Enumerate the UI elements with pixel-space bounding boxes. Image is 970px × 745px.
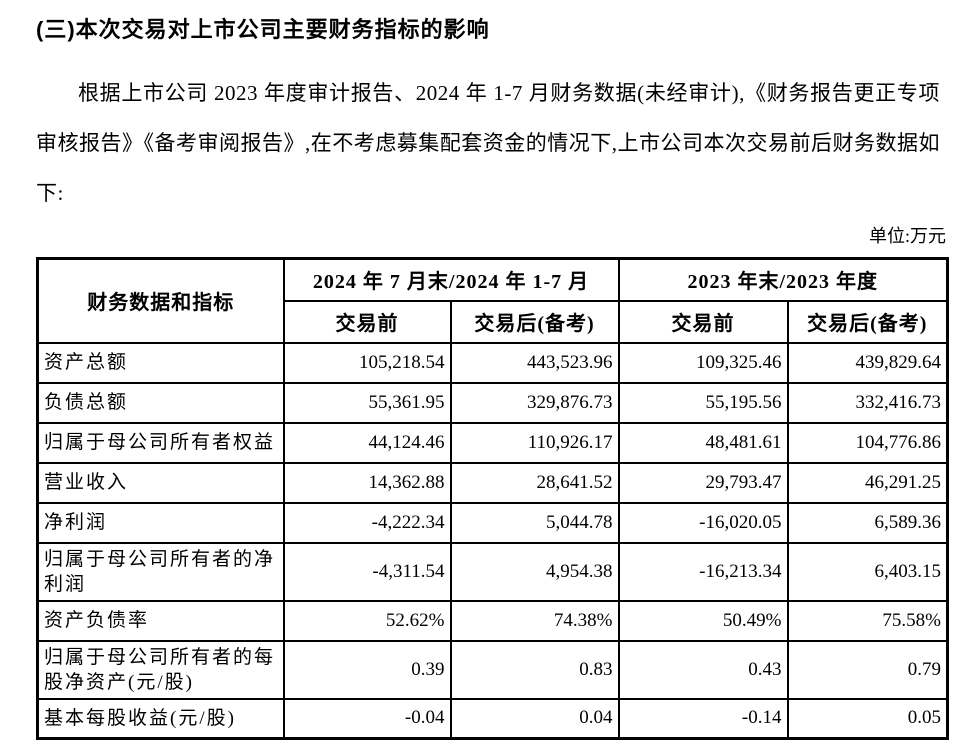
table-row: 归属于母公司所有者权益 44,124.46 110,926.17 48,481.… <box>36 421 949 464</box>
table-row: 资产总额 105,218.54 443,523.96 109,325.46 43… <box>36 341 949 384</box>
cell-value: 104,776.86 <box>786 421 949 464</box>
header-post-2024: 交易后(备考) <box>449 299 620 344</box>
header-group-2023: 2023 年末/2023 年度 <box>617 257 949 302</box>
table-row: 营业收入 14,362.88 28,641.52 29,793.47 46,29… <box>36 461 949 504</box>
cell-value: 4,954.38 <box>449 541 620 602</box>
row-label: 营业收入 <box>36 461 285 504</box>
cell-value: 28,641.52 <box>449 461 620 504</box>
financial-indicators-table: 财务数据和指标 2024 年 7 月末/2024 年 1-7 月 2023 年末… <box>36 257 949 740</box>
cell-value: 0.43 <box>617 639 789 700</box>
table-row: 负债总额 55,361.95 329,876.73 55,195.56 332,… <box>36 381 949 424</box>
unit-label: 单位:万元 <box>868 226 946 246</box>
cell-value: 110,926.17 <box>449 421 620 464</box>
table-row: 资产负债率 52.62% 74.38% 50.49% 75.58% <box>36 599 949 642</box>
cell-value: 443,523.96 <box>449 341 620 384</box>
cell-value: 0.39 <box>282 639 452 700</box>
table-row: 归属于母公司所有者的每股净资产(元/股) 0.39 0.83 0.43 0.79 <box>36 639 949 700</box>
section-heading: (三)本次交易对上市公司主要财务指标的影响 <box>36 17 490 42</box>
cell-value: -16,020.05 <box>617 501 789 544</box>
cell-value: 14,362.88 <box>282 461 452 504</box>
cell-value: 46,291.25 <box>786 461 949 504</box>
cell-value: 55,361.95 <box>282 381 452 424</box>
cell-value: -16,213.34 <box>617 541 789 602</box>
cell-value: 332,416.73 <box>786 381 949 424</box>
cell-value: 6,589.36 <box>786 501 949 544</box>
header-indicator: 财务数据和指标 <box>36 257 285 344</box>
cell-value: 0.79 <box>786 639 949 700</box>
table-header: 财务数据和指标 2024 年 7 月末/2024 年 1-7 月 2023 年末… <box>36 257 949 344</box>
cell-value: 329,876.73 <box>449 381 620 424</box>
cell-value: 75.58% <box>786 599 949 642</box>
cell-value: 74.38% <box>449 599 620 642</box>
row-label: 资产总额 <box>36 341 285 384</box>
cell-value: 50.49% <box>617 599 789 642</box>
header-row-groups: 财务数据和指标 2024 年 7 月末/2024 年 1-7 月 2023 年末… <box>36 257 949 344</box>
cell-value: 44,124.46 <box>282 421 452 464</box>
header-pre-2023: 交易前 <box>617 299 789 344</box>
cell-value: 105,218.54 <box>282 341 452 384</box>
cell-value: 29,793.47 <box>617 461 789 504</box>
cell-value: 55,195.56 <box>617 381 789 424</box>
row-label: 归属于母公司所有者权益 <box>36 421 285 464</box>
cell-value: 439,829.64 <box>786 341 949 384</box>
cell-value: 6,403.15 <box>786 541 949 602</box>
cell-value: 109,325.46 <box>617 341 789 384</box>
header-pre-2024: 交易前 <box>282 299 452 344</box>
table-row: 归属于母公司所有者的净利润 -4,311.54 4,954.38 -16,213… <box>36 541 949 602</box>
cell-value: -4,222.34 <box>282 501 452 544</box>
header-post-2023: 交易后(备考) <box>786 299 949 344</box>
table-row: 净利润 -4,222.34 5,044.78 -16,020.05 6,589.… <box>36 501 949 544</box>
cell-value: 0.83 <box>449 639 620 700</box>
cell-value: 52.62% <box>282 599 452 642</box>
cell-value: 5,044.78 <box>449 501 620 544</box>
intro-paragraph: 根据上市公司 2023 年度审计报告、2024 年 1-7 月财务数据(未经审计… <box>36 81 940 205</box>
row-label: 归属于母公司所有者的每股净资产(元/股) <box>36 639 285 700</box>
row-label: 负债总额 <box>36 381 285 424</box>
table-body: 资产总额 105,218.54 443,523.96 109,325.46 43… <box>36 341 949 740</box>
row-label: 归属于母公司所有者的净利润 <box>36 541 285 602</box>
cell-value: 48,481.61 <box>617 421 789 464</box>
document-page: (三)本次交易对上市公司主要财务指标的影响 根据上市公司 2023 年度审计报告… <box>0 12 970 745</box>
header-row-sub: 交易前 交易后(备考) 交易前 交易后(备考) <box>38 299 949 344</box>
row-label: 净利润 <box>36 501 285 544</box>
header-group-2024: 2024 年 7 月末/2024 年 1-7 月 <box>282 257 620 302</box>
cell-value: -4,311.54 <box>282 541 452 602</box>
row-label: 资产负债率 <box>36 599 285 642</box>
